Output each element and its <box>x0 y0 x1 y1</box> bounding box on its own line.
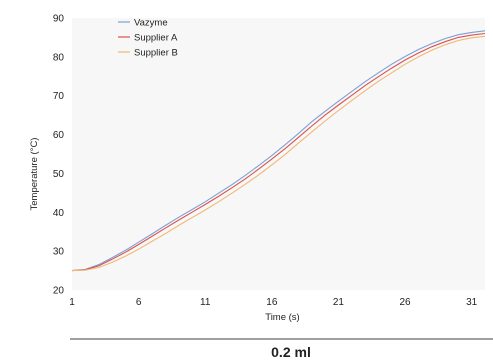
legend: Vazyme Supplier A Supplier B <box>118 18 178 59</box>
x-tick-label: 11 <box>200 297 211 308</box>
x-tick-label: 6 <box>136 297 142 308</box>
y-tick-label: 20 <box>53 286 65 297</box>
x-tick-label: 31 <box>466 297 478 308</box>
series-lines <box>71 30 486 272</box>
legend-label: Supplier A <box>134 33 178 44</box>
panel-caption: 0.2 ml <box>271 344 311 360</box>
y-tick-label: 40 <box>53 208 65 219</box>
x-tick-label: 16 <box>266 297 278 308</box>
x-axis-ticks: 1 6 11 16 21 26 31 <box>69 297 477 308</box>
series-line-1 <box>71 30 486 272</box>
series-line-2 <box>71 32 486 272</box>
y-tick-label: 70 <box>53 91 65 102</box>
x-tick-label: 26 <box>400 297 412 308</box>
x-axis-label: Time (s) <box>265 312 299 323</box>
legend-label: Supplier B <box>134 48 178 59</box>
y-tick-label: 50 <box>53 169 65 180</box>
y-axis-label: Temperature (°C) <box>29 138 40 211</box>
x-tick-label: 21 <box>333 297 345 308</box>
y-tick-label: 30 <box>53 247 65 258</box>
y-tick-label: 80 <box>53 52 65 63</box>
y-axis-ticks: 20 30 40 50 60 70 80 90 <box>53 14 65 297</box>
y-tick-label: 90 <box>53 14 65 25</box>
y-tick-label: 60 <box>53 130 65 141</box>
legend-label: Vazyme <box>134 18 168 29</box>
x-tick-label: 1 <box>69 297 75 308</box>
series-line-3 <box>71 35 486 272</box>
